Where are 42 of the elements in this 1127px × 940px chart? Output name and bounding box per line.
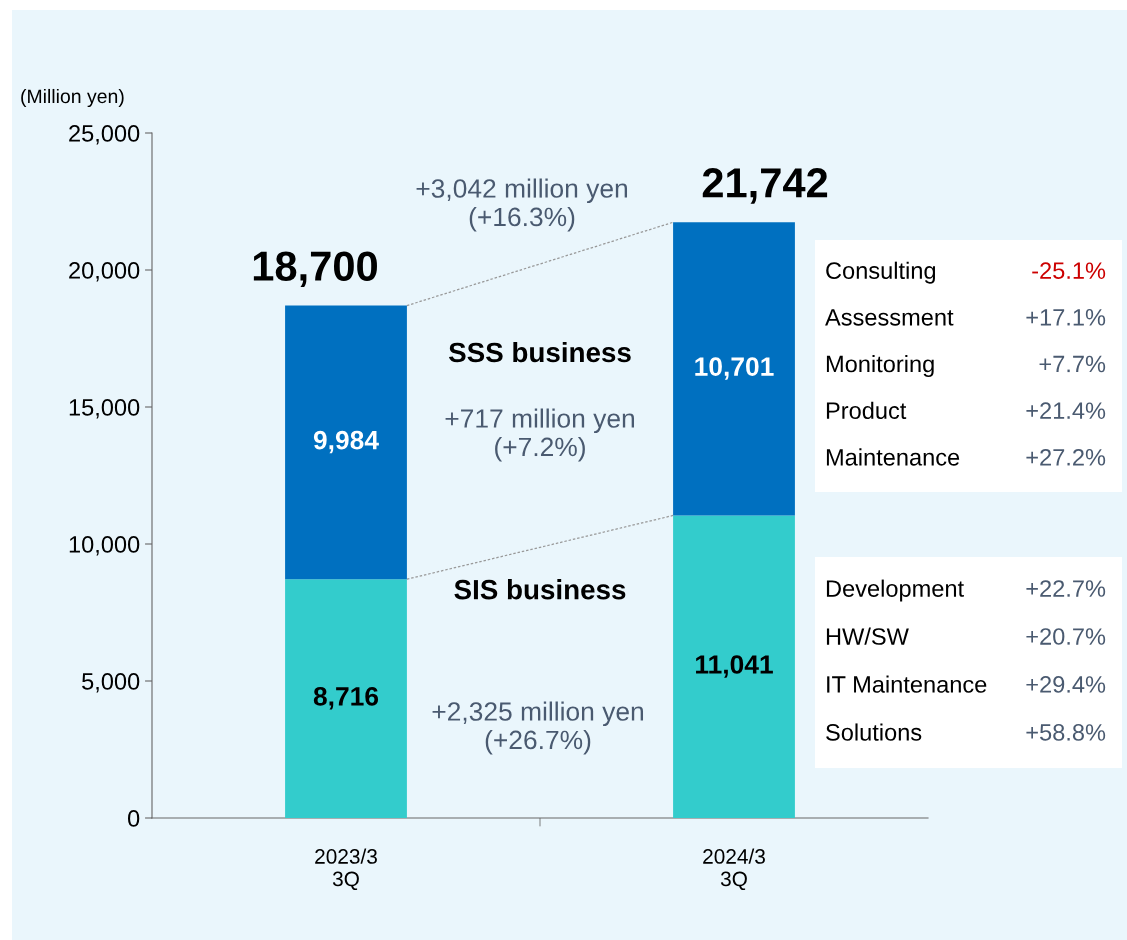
bar [673, 515, 795, 818]
annotation: Solutions [826, 723, 922, 741]
text: +21.4% [1026, 402, 1106, 419]
y-tick-label: 0 [127, 810, 140, 827]
annotation: Product [826, 401, 907, 419]
text: +58.8% [1026, 724, 1106, 741]
series-label: SSS business [448, 341, 631, 363]
data-label: 9,984 [313, 430, 379, 454]
y-tick-label: 10,000 [69, 536, 140, 556]
annotation: Maintenance [826, 448, 960, 466]
bar [673, 222, 795, 516]
y-tick-label: 25,000 [69, 125, 140, 145]
text: +27.2% [1026, 448, 1106, 466]
data-label: 10,701 [695, 357, 774, 380]
text: +20.7% [1026, 628, 1106, 645]
data-label: 8,716 [313, 686, 379, 710]
annotation: HW/SW [826, 627, 909, 645]
y-tick-label: 15,000 [69, 399, 140, 419]
total-label: 21,742 [702, 168, 828, 204]
total-label: 18,700 [253, 251, 377, 287]
data-label: 11,041 [696, 655, 773, 678]
y-tick-label: 20,000 [69, 262, 140, 282]
y-axis-title: (Million yen) [21, 88, 124, 108]
annotation: +2,325 million yen (+26.7%) [432, 701, 644, 755]
annotation: Monitoring [826, 355, 934, 378]
annotation: +3,042 million yen (+16.3%) [416, 178, 628, 232]
bar [285, 305, 407, 580]
bar [285, 579, 407, 818]
series-label: SIS business [454, 579, 626, 600]
text: +7.7% [1039, 355, 1106, 373]
annotation: Consulting [826, 261, 936, 284]
text: +29.4% [1026, 676, 1106, 693]
annotation: Assessment [825, 309, 954, 326]
text: -25.1% [1032, 262, 1106, 279]
y-tick-label: 5,000 [82, 673, 140, 693]
annotation: Development [826, 579, 964, 602]
annotation: IT Maintenance [827, 675, 987, 693]
x-tick-label: 2023/3 3Q [315, 848, 377, 891]
x-tick-label: 2024/3 3Q [703, 848, 765, 891]
text: +17.1% [1026, 309, 1106, 326]
text: +22.7% [1026, 580, 1106, 597]
annotation: +717 million yen (+7.2%) [445, 408, 635, 462]
